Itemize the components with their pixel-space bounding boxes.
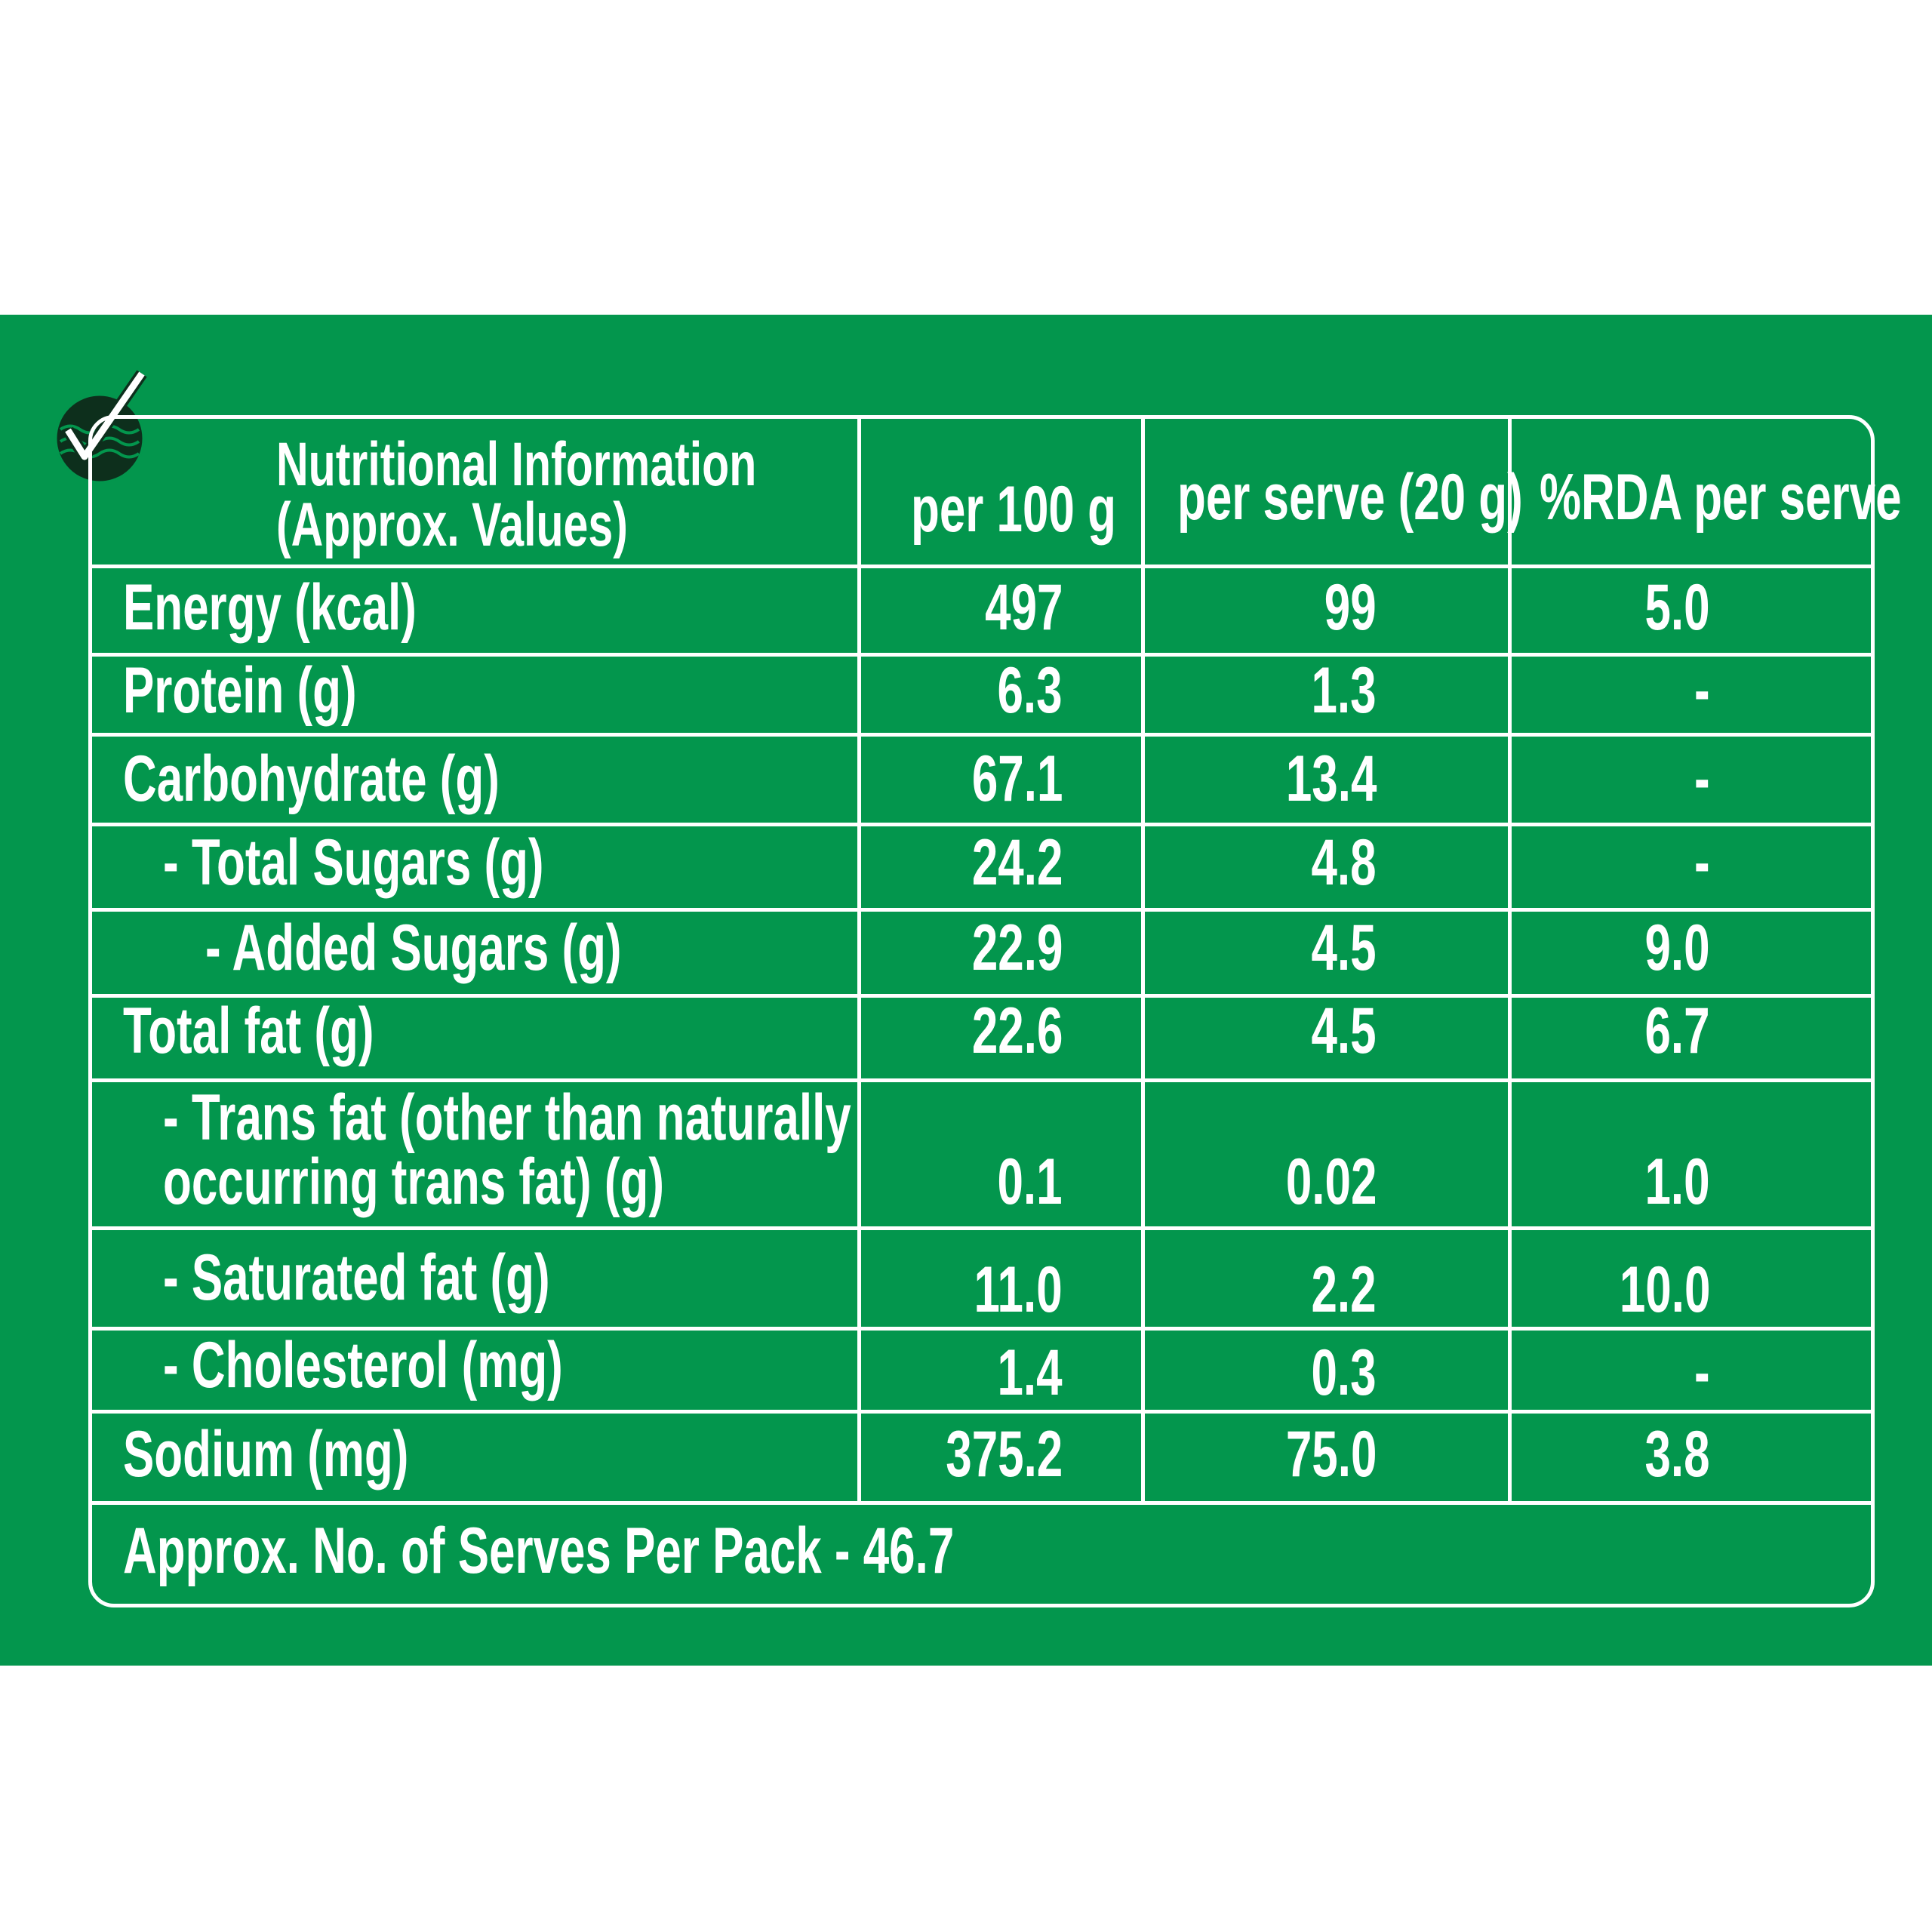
row-label: - Cholesterol (mg) xyxy=(163,1329,563,1401)
column-header-per-100g: per 100 g xyxy=(911,473,1116,546)
value-rda: 1.0 xyxy=(1644,1146,1710,1218)
value-rda: 10.0 xyxy=(1619,1254,1710,1326)
row-label: Sodium (mg) xyxy=(123,1418,409,1491)
nutrition-table-frame xyxy=(88,415,1875,1607)
column-divider xyxy=(1508,415,1512,1505)
value-per-serve: 4.5 xyxy=(1311,995,1377,1067)
value-per-serve: 1.3 xyxy=(1311,654,1377,727)
value-rda: 3.8 xyxy=(1644,1418,1710,1491)
value-rda: - xyxy=(1694,826,1710,899)
row-label: - Saturated fat (g) xyxy=(163,1241,550,1314)
table-divider xyxy=(88,653,1875,657)
value-per-100g: 1.4 xyxy=(997,1337,1063,1409)
row-label: Carbohydrate (g) xyxy=(123,743,500,815)
value-per-100g: 375.2 xyxy=(946,1418,1063,1491)
value-per-100g: 22.6 xyxy=(971,995,1063,1067)
value-rda: - xyxy=(1694,743,1710,815)
table-divider xyxy=(88,1501,1875,1505)
table-divider xyxy=(88,994,1875,998)
value-per-serve: 99 xyxy=(1324,571,1377,644)
value-per-serve: 75.0 xyxy=(1285,1418,1377,1491)
serves-per-pack: Approx. No. of Serves Per Pack - 46.7 xyxy=(123,1515,955,1587)
value-per-serve: 13.4 xyxy=(1285,743,1377,815)
column-header-per-serve: per serve (20 g) xyxy=(1177,461,1523,534)
table-title: Nutritional Information xyxy=(276,430,757,499)
row-label: - Total Sugars (g) xyxy=(163,826,544,899)
value-per-serve: 4.5 xyxy=(1311,912,1377,984)
table-divider xyxy=(88,823,1875,826)
value-per-100g: 6.3 xyxy=(997,654,1063,727)
row-label: - Added Sugars (g) xyxy=(205,912,622,984)
row-label: Total fat (g) xyxy=(123,995,374,1067)
row-label: Protein (g) xyxy=(123,654,357,727)
row-label: - Trans fat (other than naturally xyxy=(163,1081,851,1154)
table-divider xyxy=(88,1226,1875,1230)
table-divider xyxy=(88,1078,1875,1082)
table-divider xyxy=(88,565,1875,568)
value-per-serve: 4.8 xyxy=(1311,826,1377,899)
column-divider xyxy=(1141,415,1145,1505)
value-rda: 6.7 xyxy=(1644,995,1710,1067)
value-rda: 5.0 xyxy=(1644,571,1710,644)
value-per-100g: 0.1 xyxy=(997,1146,1063,1218)
value-per-100g: 497 xyxy=(984,571,1063,644)
green-label-band xyxy=(0,315,1932,1666)
table-subtitle: (Approx. Values) xyxy=(276,491,628,559)
table-divider xyxy=(88,1327,1875,1331)
table-divider xyxy=(88,1410,1875,1414)
value-per-100g: 24.2 xyxy=(971,826,1063,899)
value-per-serve: 2.2 xyxy=(1311,1254,1377,1326)
value-rda: 9.0 xyxy=(1644,912,1710,984)
value-per-100g: 11.0 xyxy=(974,1254,1063,1326)
value-rda: - xyxy=(1694,1337,1710,1409)
row-label-continued: occurring trans fat) (g) xyxy=(163,1146,664,1218)
row-label: Energy (kcal) xyxy=(123,571,417,644)
column-divider xyxy=(857,415,861,1505)
value-per-100g: 67.1 xyxy=(971,743,1063,815)
column-header-rda: %RDA per serve xyxy=(1540,461,1902,534)
value-per-100g: 22.9 xyxy=(971,912,1063,984)
value-rda: - xyxy=(1694,654,1710,727)
value-per-serve: 0.02 xyxy=(1285,1146,1377,1218)
table-divider xyxy=(88,733,1875,737)
value-per-serve: 0.3 xyxy=(1311,1337,1377,1409)
table-divider xyxy=(88,908,1875,912)
